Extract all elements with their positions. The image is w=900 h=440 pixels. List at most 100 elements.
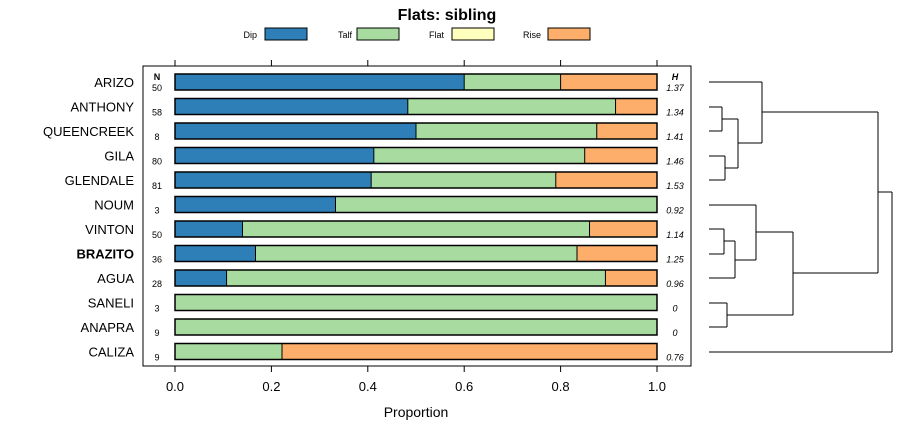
- bar-outline: [174, 171, 658, 189]
- bar-segment-dip: [175, 98, 408, 115]
- n-column-header: N: [154, 72, 161, 82]
- row-label: ARIZO: [94, 75, 134, 90]
- row-label: SANELI: [88, 296, 134, 311]
- bar-segment-talf: [175, 319, 657, 335]
- chart-title: Flats: sibling: [398, 7, 497, 24]
- row-n-value: 9: [154, 328, 159, 338]
- x-tick-label: 0.8: [552, 379, 570, 394]
- row-label: GLENDALE: [65, 173, 135, 188]
- dendro-merge-vinton-agua: [734, 241, 756, 278]
- row-label: NOUM: [94, 198, 134, 213]
- bar-outline: [174, 244, 658, 263]
- bar-segment-dip: [175, 245, 256, 262]
- row-h-value: 0: [672, 328, 677, 338]
- legend-label-flat: Flat: [429, 30, 445, 40]
- row-n-value: 28: [152, 279, 162, 289]
- row-noum: NOUM 3 0.92: [94, 195, 684, 216]
- dendrogram: [709, 81, 893, 353]
- x-tick-label: 0.0: [166, 379, 184, 394]
- bar-segment-talf: [416, 123, 597, 139]
- x-axis: 0.0 0.2 0.4 0.6 0.8 1.0: [166, 366, 666, 394]
- row-h-value: 1.37: [666, 83, 685, 93]
- legend-label-dip: Dip: [243, 30, 257, 40]
- row-n-value: 80: [152, 157, 162, 167]
- row-n-value: 81: [152, 181, 162, 191]
- bar-segment-talf: [175, 343, 283, 360]
- legend: Dip Talf Flat Rise: [243, 27, 591, 41]
- row-n-value: 8: [154, 132, 159, 142]
- x-tick-label: 0.6: [455, 379, 473, 394]
- row-h-value: 0.96: [666, 279, 684, 289]
- x-axis-label: Proportion: [384, 404, 449, 420]
- bar-outline: [174, 293, 658, 312]
- row-n-value: 9: [154, 353, 159, 363]
- row-h-value: 1.53: [666, 181, 684, 191]
- row-label: VINTON: [85, 222, 134, 237]
- dendro-merge-saneli-anapra: [726, 303, 793, 327]
- legend-label-rise: Rise: [523, 30, 541, 40]
- bar-segment-dip: [175, 172, 372, 188]
- bar-segment-talf: [255, 245, 577, 262]
- bar-segment-rise: [576, 245, 657, 262]
- bar-segment-dip: [175, 270, 227, 286]
- bar-segment-talf: [335, 196, 657, 213]
- row-label: BRAZITO: [76, 247, 134, 262]
- h-column-header: H: [672, 72, 679, 82]
- bar-segment-talf: [371, 172, 556, 188]
- dendro-merge-arizo-cluster: [761, 82, 878, 143]
- x-tick-label: 0.4: [359, 379, 377, 394]
- row-h-value: 1.41: [666, 132, 684, 142]
- bar-outline: [174, 220, 658, 238]
- row-n-value: 50: [152, 230, 162, 240]
- row-glendale: GLENDALE 81 1.53: [65, 171, 684, 191]
- bar-segment-dip: [175, 123, 416, 139]
- bar-outline: [174, 122, 658, 140]
- bar-outline: [174, 269, 658, 287]
- plot-panel: [142, 65, 692, 367]
- row-anthony: ANTHONY 58 1.34: [70, 97, 684, 118]
- legend-swatch-flat: [451, 27, 495, 41]
- row-n-value: 3: [154, 304, 159, 314]
- dendro-merge-noum-cluster: [755, 205, 793, 260]
- dendro-merge-middle-cluster: [792, 232, 878, 315]
- row-caliza: CALIZA 9 0.76: [88, 342, 684, 363]
- dendro-merge-upper-cluster: [737, 119, 762, 168]
- dendro-merge-anthony-queencreek: [721, 107, 738, 131]
- bar-outline: [174, 146, 658, 165]
- row-label: AGUA: [97, 271, 134, 286]
- row-agua: AGUA 28 0.96: [97, 269, 684, 289]
- bar-segment-rise: [596, 123, 657, 139]
- row-n-value: 3: [154, 206, 159, 216]
- bar-segment-rise: [282, 343, 657, 360]
- bar-segment-talf: [464, 74, 561, 90]
- legend-label-talf: Talf: [338, 30, 353, 40]
- row-label: QUEENCREEK: [43, 124, 134, 139]
- row-label: ANAPRA: [81, 320, 135, 335]
- bar-segment-dip: [175, 74, 465, 90]
- bar-segment-dip: [175, 147, 374, 164]
- bar-segment-talf: [175, 294, 657, 311]
- bar-outline: [174, 73, 658, 91]
- row-gila: GILA 80 1.46: [104, 146, 684, 167]
- x-tick-label: 0.2: [262, 379, 280, 394]
- legend-swatch-talf: [356, 27, 400, 41]
- bar-rows: ARIZO 50 1.37 ANTHONY 58 1.34 QUEENCREEK 8 1.41 G…: [43, 73, 685, 363]
- bar-segment-rise: [555, 172, 657, 188]
- row-n-value: 58: [152, 108, 162, 118]
- row-h-value: 0.92: [666, 206, 684, 216]
- legend-swatch-dip: [264, 27, 308, 41]
- bar-segment-talf: [242, 221, 590, 237]
- row-label: ANTHONY: [70, 100, 134, 115]
- bar-outline: [174, 342, 658, 361]
- bar-segment-talf: [226, 270, 606, 286]
- bar-segment-rise: [589, 221, 657, 237]
- row-label: CALIZA: [88, 345, 134, 360]
- bar-segment-dip: [175, 221, 243, 237]
- row-h-value: 0: [672, 304, 677, 314]
- bar-segment-talf: [407, 98, 616, 115]
- row-h-value: 1.25: [666, 255, 685, 265]
- dendro-merge-vinton-brazito: [723, 229, 735, 254]
- row-vinton: VINTON 50 1.14: [85, 220, 684, 240]
- row-n-value: 36: [152, 255, 162, 265]
